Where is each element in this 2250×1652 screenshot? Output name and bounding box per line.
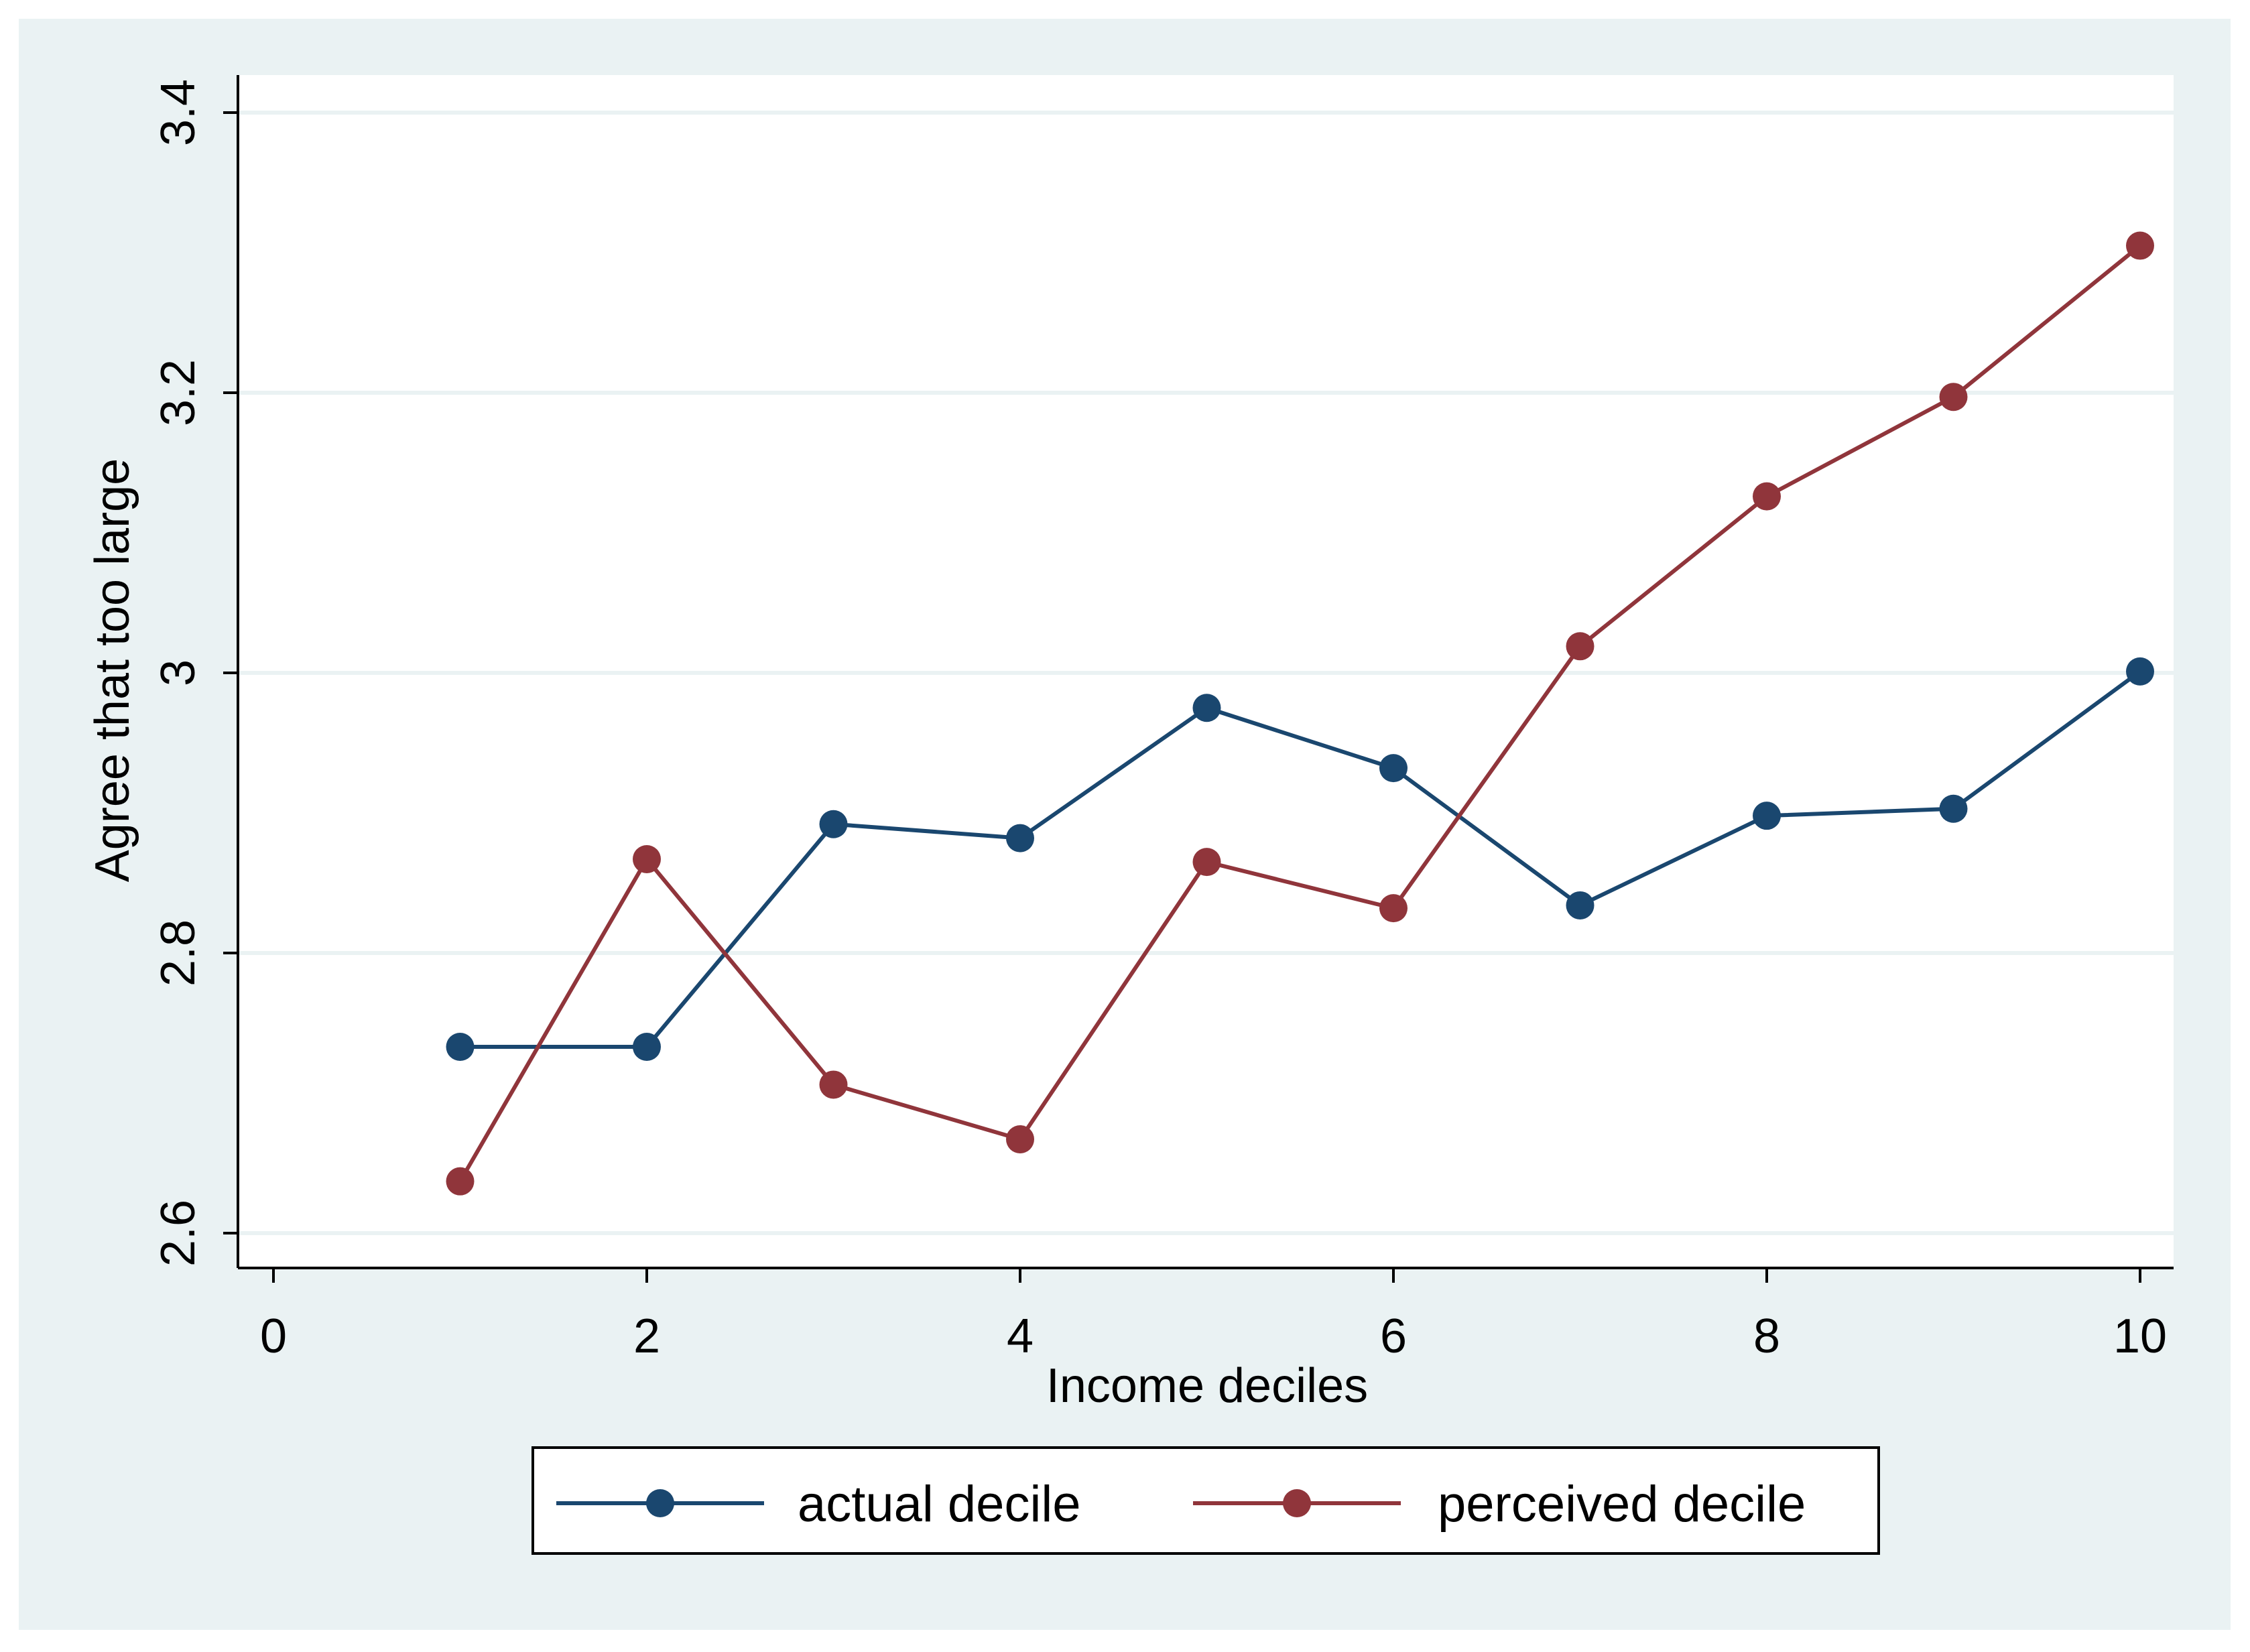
legend-label-perceived: perceived decile bbox=[1438, 1476, 1806, 1533]
series-0-point-8 bbox=[1939, 794, 1968, 823]
series-1-point-3 bbox=[1006, 1125, 1034, 1153]
series-1-point-7 bbox=[1753, 482, 1781, 511]
series-0-point-5 bbox=[1379, 754, 1408, 783]
legend-marker-perceived bbox=[1283, 1489, 1311, 1517]
axis-layer: 2.6 2.8 3 3.2 3.4 0 2 4 6 8 10 bbox=[151, 75, 2174, 1363]
x-tick-label-0: 0 bbox=[260, 1310, 287, 1363]
series-layer bbox=[446, 231, 2154, 1196]
series-1-point-2 bbox=[819, 1070, 848, 1099]
y-tick-label-3: 3.2 bbox=[151, 359, 205, 426]
y-tick-label-2: 3 bbox=[151, 659, 205, 686]
series-0-point-9 bbox=[2126, 657, 2154, 686]
series-1-point-6 bbox=[1566, 632, 1595, 661]
series-1-point-0 bbox=[446, 1167, 475, 1196]
x-tick-label-4: 8 bbox=[1753, 1310, 1780, 1363]
legend-marker-actual bbox=[646, 1489, 674, 1517]
x-tick-label-2: 4 bbox=[1007, 1310, 1034, 1363]
series-0-point-2 bbox=[819, 810, 848, 838]
legend-box bbox=[532, 1446, 1880, 1555]
series-0-point-3 bbox=[1006, 824, 1034, 852]
y-tick-label-4: 3.4 bbox=[151, 79, 205, 146]
series-0-point-1 bbox=[633, 1033, 661, 1062]
x-tick-label-1: 2 bbox=[633, 1310, 660, 1363]
y-axis-label: Agree that too large bbox=[86, 458, 139, 882]
series-1-point-8 bbox=[1939, 383, 1968, 411]
legend-label-actual: actual decile bbox=[798, 1476, 1081, 1533]
series-line-0 bbox=[460, 670, 2141, 1050]
series-0-point-7 bbox=[1753, 802, 1781, 830]
legend: actual decile perceived decile bbox=[532, 1446, 1880, 1555]
series-1-point-4 bbox=[1192, 848, 1221, 877]
series-0-point-4 bbox=[1192, 694, 1221, 722]
grid-layer bbox=[238, 111, 2174, 1235]
series-0-point-0 bbox=[446, 1033, 475, 1062]
series-1-point-9 bbox=[2126, 231, 2154, 260]
series-0-point-6 bbox=[1566, 891, 1595, 919]
x-tick-label-5: 10 bbox=[2113, 1310, 2167, 1363]
y-tick-label-0: 2.6 bbox=[151, 1200, 205, 1267]
y-tick-label-1: 2.8 bbox=[151, 919, 205, 987]
x-axis-label: Income deciles bbox=[1046, 1359, 1368, 1413]
series-line-1 bbox=[458, 244, 2141, 1183]
series-1-point-5 bbox=[1379, 894, 1408, 923]
x-tick-label-3: 6 bbox=[1380, 1310, 1407, 1363]
series-1-point-1 bbox=[633, 844, 661, 873]
